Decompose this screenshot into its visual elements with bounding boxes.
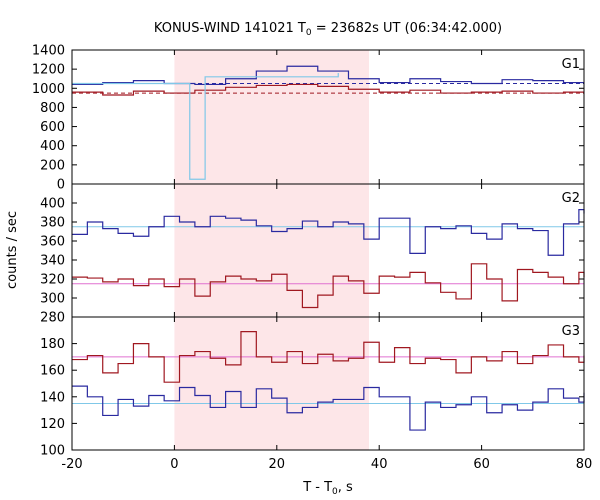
panel-g1-series-1 <box>72 83 584 96</box>
panel-g3-y-tick-label-0: 100 <box>40 444 65 459</box>
panel-g2-label: G2 <box>562 191 580 206</box>
panel-g1-y-tick-label-2: 400 <box>40 139 65 154</box>
chart-title: KONUS-WIND 141021 T0 = 23682s UT (06:34:… <box>154 21 502 38</box>
panel-g3-series-1 <box>72 331 585 383</box>
panel-g1-series-2 <box>72 72 339 180</box>
highlight-layer <box>174 50 369 450</box>
panel-g3-series-0 <box>72 385 585 431</box>
panel-g2-y-tick-label-4: 360 <box>40 235 65 250</box>
x-tick-label-2: 20 <box>269 457 286 472</box>
panel-g2-y-tick-label-1: 300 <box>40 292 65 307</box>
panel-g1-label: G1 <box>562 57 580 72</box>
x-axis-label: T - T0, s <box>302 480 353 497</box>
series-layer <box>72 65 585 431</box>
panel-g2-series-0 <box>72 209 585 256</box>
panel-g1-y-tick-label-6: 1200 <box>32 63 65 78</box>
y-axis-label: counts / sec <box>5 211 20 289</box>
panel-g2-y-tick-label-2: 320 <box>40 273 65 288</box>
panel-g2-y-tick-label-6: 400 <box>40 197 65 212</box>
panel-g2-y-tick-label-3: 340 <box>40 254 65 269</box>
panel-g3-y-tick-label-4: 180 <box>40 337 65 352</box>
highlight-interval <box>174 50 369 450</box>
frame-layer <box>71 49 585 451</box>
panel-g3-frame <box>71 316 585 451</box>
panel-g2-y-tick-label-5: 380 <box>40 216 65 231</box>
panel-g1-y-tick-label-0: 0 <box>57 178 65 193</box>
panel-g1-series-0 <box>72 65 584 86</box>
x-tick-label-0: -20 <box>61 457 82 472</box>
panel-g1-y-tick-label-5: 1000 <box>32 82 65 97</box>
panel-g2-series-1 <box>72 263 585 309</box>
x-tick-label-3: 40 <box>371 457 388 472</box>
panel-g3-y-tick-label-2: 140 <box>40 390 65 405</box>
panel-g3-y-tick-label-3: 160 <box>40 364 65 379</box>
panel-g3-y-tick-label-1: 120 <box>40 417 65 432</box>
panel-g2-y-tick-label-0: 280 <box>40 311 65 326</box>
panel-g1-y-tick-label-3: 600 <box>40 120 65 135</box>
text-layer: KONUS-WIND 141021 T0 = 23682s UT (06:34:… <box>5 21 592 497</box>
x-tick-label-5: 80 <box>576 457 593 472</box>
panel-g1-y-tick-label-4: 800 <box>40 101 65 116</box>
x-tick-label-1: 0 <box>170 457 178 472</box>
x-tick-label-4: 60 <box>473 457 490 472</box>
panel-g1-y-tick-label-7: 1400 <box>32 44 65 59</box>
panel-g3-label: G3 <box>562 324 580 339</box>
panel-g1-y-tick-label-1: 200 <box>40 158 65 173</box>
